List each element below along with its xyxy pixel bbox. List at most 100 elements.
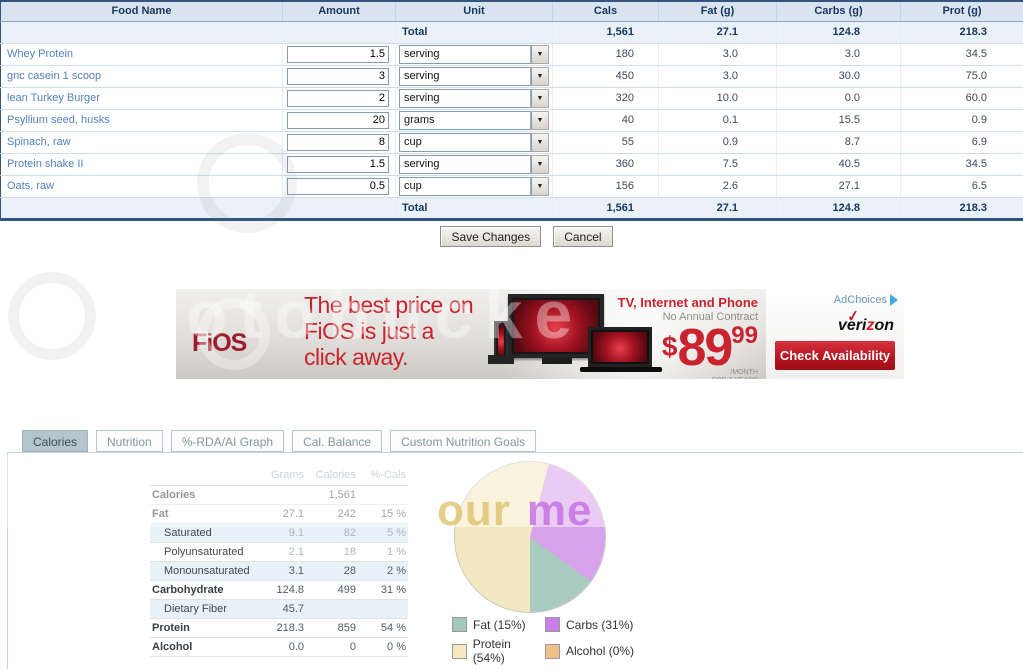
tab-calories[interactable]: Calories — [22, 430, 89, 452]
row-label: Dietary Fiber — [150, 599, 258, 619]
breakdown-row-dietary-fiber: Dietary Fiber 45.7 — [150, 599, 408, 619]
cals-cell: 156 — [552, 175, 659, 198]
unit-cell: serving — [395, 87, 553, 110]
chevron-down-icon[interactable] — [530, 154, 549, 174]
verizon-fios-ad-banner[interactable]: FiOS The best price on FiOS is just a cl… — [176, 289, 904, 379]
food-row: Whey Protein serving 180 3.0 3.0 34.5 — [0, 43, 1023, 66]
amount-input[interactable] — [287, 45, 389, 63]
unit-select-value: serving — [404, 70, 440, 82]
food-link[interactable]: Oats, raw — [7, 180, 55, 192]
col-header-cals: Cals — [552, 1, 659, 22]
chevron-down-icon[interactable] — [530, 176, 549, 196]
chevron-down-icon[interactable] — [530, 110, 549, 130]
ad-headline-line1: The best price on — [304, 292, 474, 318]
col-header-prot: Prot (g) — [900, 1, 1023, 22]
total-fat: 27.1 — [658, 21, 777, 44]
total-prot: 218.3 — [900, 197, 1023, 220]
chevron-down-icon[interactable] — [530, 132, 549, 152]
unit-select[interactable]: cup — [399, 132, 549, 152]
row-label: Saturated — [150, 523, 258, 543]
empty-cell — [0, 197, 283, 220]
food-link[interactable]: gnc casein 1 scoop — [7, 70, 102, 82]
total-fat: 27.1 — [658, 197, 777, 220]
unit-select[interactable]: grams — [399, 110, 549, 130]
chevron-down-icon[interactable] — [530, 88, 549, 108]
tv-graphic — [508, 294, 604, 358]
food-link[interactable]: Whey Protein — [7, 48, 74, 60]
tab-rda-ai-graph[interactable]: %-RDA/AI Graph — [170, 430, 285, 452]
check-availability-button[interactable]: Check Availability — [775, 341, 895, 370]
tab-custom-nutrition-goals[interactable]: Custom Nutrition Goals — [390, 430, 537, 452]
food-table-header-row: Food Name Amount Unit Cals Fat (g) Carbs… — [0, 1, 1023, 22]
save-changes-button[interactable]: Save Changes — [440, 226, 542, 247]
ad-headline-line3: click away. — [304, 344, 409, 370]
total-row-bottom: Total 1,561 27.1 124.8 218.3 — [0, 197, 1023, 220]
amount-input[interactable] — [287, 133, 389, 151]
protein-swatch — [452, 643, 467, 659]
adchoices-link[interactable]: AdChoices — [834, 294, 898, 306]
phone-dock-graphic — [488, 355, 514, 364]
legend-item-fat: Fat (15%) — [452, 617, 545, 632]
amount-cell — [282, 153, 396, 176]
calorie-breakdown-table: Grams Calories %-Cals Calories 1,561 Fat… — [150, 465, 408, 657]
empty-header — [150, 465, 258, 486]
row-label: Polyunsaturated — [150, 542, 258, 562]
unit-select[interactable]: serving — [399, 66, 549, 86]
pcals-value: 2 % — [358, 561, 408, 581]
prot-cell: 75.0 — [900, 65, 1023, 88]
legend-label: Carbs (31%) — [566, 617, 634, 632]
ad-price: $ 89 99 — [616, 322, 758, 374]
amount-cell — [282, 175, 396, 198]
legend-item-carbs: Carbs (31%) — [545, 617, 634, 632]
grams-value: 2.1 — [258, 542, 306, 562]
amount-input[interactable] — [287, 111, 389, 129]
pcals-value: 0 % — [358, 637, 408, 657]
grams-value: 3.1 — [258, 561, 306, 581]
form-actions: Save Changes Cancel — [0, 226, 1023, 247]
laptop-graphic — [588, 327, 652, 367]
food-link[interactable]: Spinach, raw — [7, 136, 71, 148]
unit-select[interactable]: serving — [399, 88, 549, 108]
legend-label: Alcohol (0%) — [566, 644, 635, 658]
adchoices-icon — [890, 294, 898, 306]
fat-cell: 7.5 — [658, 153, 777, 176]
tab-cal-balance[interactable]: Cal. Balance — [292, 430, 383, 452]
grams-value — [258, 485, 306, 505]
prot-cell: 34.5 — [900, 153, 1023, 176]
chevron-down-icon[interactable] — [530, 44, 549, 64]
calories-value — [306, 599, 358, 619]
col-header-fat: Fat (g) — [658, 1, 777, 22]
row-label: Calories — [150, 485, 258, 505]
cancel-button[interactable]: Cancel — [553, 226, 613, 247]
unit-select[interactable]: serving — [399, 154, 549, 174]
amount-input[interactable] — [287, 67, 389, 85]
fat-cell: 2.6 — [658, 175, 777, 198]
ad-offer-block: TV, Internet and Phone No Annual Contrac… — [616, 295, 758, 379]
verizon-logo: verizon — [837, 317, 894, 334]
amount-cell — [282, 131, 396, 154]
prot-cell: 60.0 — [900, 87, 1023, 110]
total-cals: 1,561 — [552, 21, 659, 44]
calories-header: Calories — [306, 465, 358, 486]
col-header-unit: Unit — [395, 1, 553, 22]
row-label: Monounsaturated — [150, 561, 258, 581]
tab-nutrition[interactable]: Nutrition — [96, 430, 163, 452]
food-link[interactable]: Protein shake II — [7, 158, 84, 170]
carbs-cell: 8.7 — [776, 131, 901, 154]
amount-input[interactable] — [287, 155, 389, 173]
fat-cell: 3.0 — [658, 65, 777, 88]
amount-input[interactable] — [287, 89, 389, 107]
prot-cell: 0.9 — [900, 109, 1023, 132]
unit-select[interactable]: serving — [399, 44, 549, 64]
amount-cell — [282, 43, 396, 66]
phone-graphic — [494, 321, 508, 359]
unit-select[interactable]: cup — [399, 176, 549, 196]
amount-input[interactable] — [287, 177, 389, 195]
food-link[interactable]: Psyllium seed, husks — [7, 114, 110, 126]
grams-value: 0.0 — [258, 637, 306, 657]
chevron-down-icon[interactable] — [530, 66, 549, 86]
breakdown-row-alcohol: Alcohol 0.0 0 0 % — [150, 637, 408, 657]
unit-cell: cup — [395, 131, 553, 154]
food-link[interactable]: lean Turkey Burger — [7, 92, 100, 104]
pcals-value: 5 % — [358, 523, 408, 543]
